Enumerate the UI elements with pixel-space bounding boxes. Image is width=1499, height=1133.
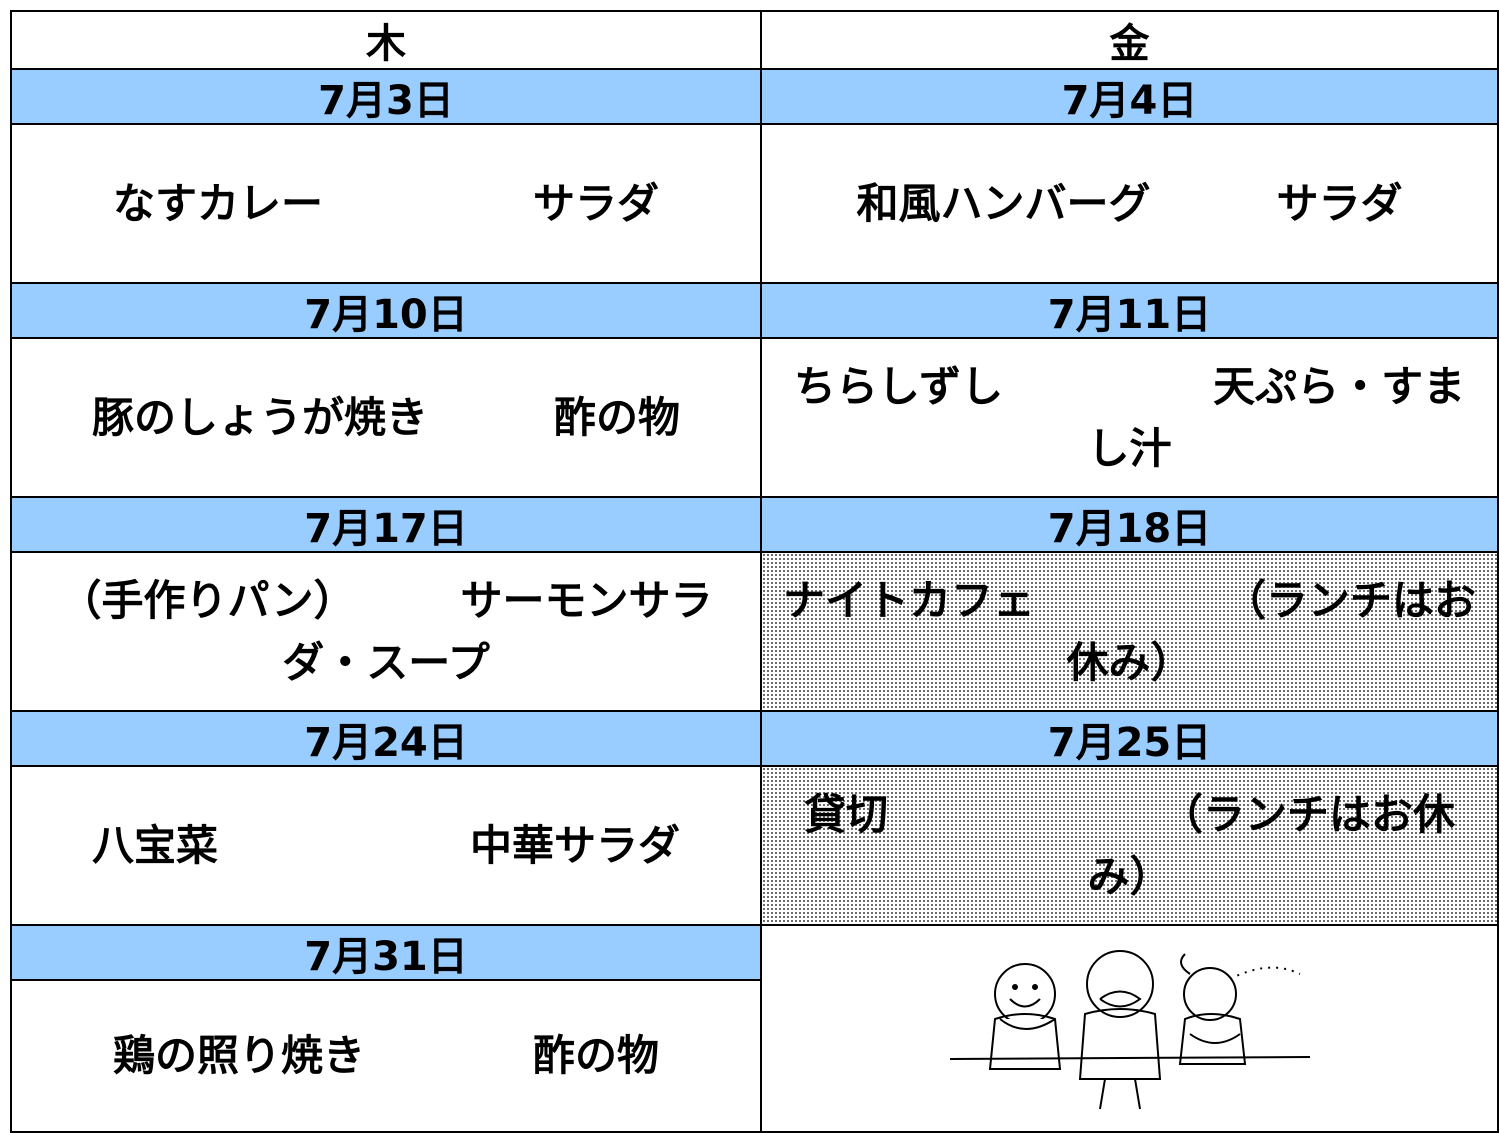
illustration-cell (760, 924, 1499, 1133)
menu-cell: （手作りパン） サーモンサラダ・スープ (10, 551, 762, 712)
menu-cell: 和風ハンバーグ サラダ (760, 123, 1499, 284)
menu-cell: 鶏の照り焼き 酢の物 (10, 979, 762, 1133)
menu-cell: ちらしずし 天ぷら・すまし汁 (760, 337, 1499, 498)
illustration (949, 949, 1310, 1109)
menu-cell: 豚のしょうが焼き 酢の物 (10, 337, 762, 498)
date-cell: 7月11日 (760, 282, 1499, 339)
date-cell: 7月3日 (10, 68, 762, 125)
date-cell: 7月25日 (760, 710, 1499, 767)
date-cell: 7月10日 (10, 282, 762, 339)
date-cell: 7月17日 (10, 496, 762, 553)
date-cell: 7月18日 (760, 496, 1499, 553)
menu-cell: 八宝菜 中華サラダ (10, 765, 762, 926)
menu-cell: ナイトカフェ （ランチはお休み） (760, 551, 1499, 712)
menu-cell: なすカレー サラダ (10, 123, 762, 284)
date-cell: 7月24日 (10, 710, 762, 767)
header-cell: 木 (10, 10, 762, 70)
date-cell: 7月31日 (10, 924, 762, 981)
header-cell: 金 (760, 10, 1499, 70)
menu-cell: 貸切 （ランチはお休み） (760, 765, 1499, 926)
date-cell: 7月4日 (760, 68, 1499, 125)
